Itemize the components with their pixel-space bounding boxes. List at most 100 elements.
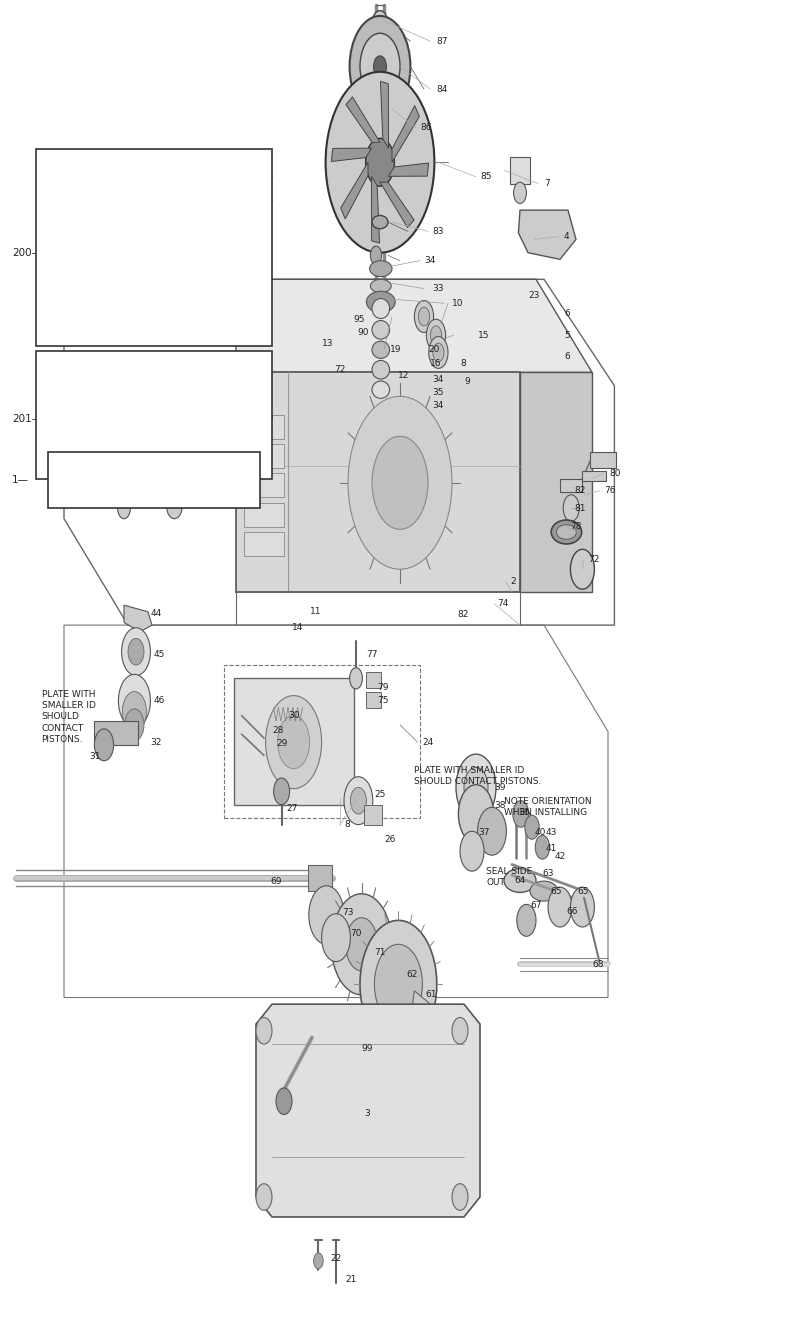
Circle shape (452, 1184, 468, 1210)
Text: 16: 16 (430, 359, 441, 367)
Circle shape (276, 1088, 292, 1115)
Text: #31: #31 (48, 419, 68, 428)
Text: 32: 32 (150, 738, 162, 746)
Bar (244, 415, 284, 439)
Circle shape (429, 336, 448, 368)
Circle shape (426, 319, 446, 351)
Text: 31: 31 (90, 753, 101, 761)
Circle shape (104, 472, 120, 499)
Text: 65: 65 (578, 887, 589, 895)
Circle shape (452, 1017, 468, 1044)
Ellipse shape (370, 279, 391, 293)
Text: 13: 13 (322, 339, 333, 347)
Text: 39: 39 (494, 783, 506, 791)
Bar (244, 503, 284, 527)
Text: 60: 60 (120, 458, 131, 466)
Text: #26: #26 (48, 259, 69, 269)
Text: SEAL SIDE
OUT: SEAL SIDE OUT (486, 867, 533, 887)
Circle shape (278, 716, 310, 769)
Polygon shape (236, 372, 520, 592)
Circle shape (118, 497, 130, 519)
Bar (36, 351, 272, 479)
Text: 99: 99 (362, 1044, 373, 1052)
Text: 78: 78 (570, 523, 582, 531)
Circle shape (548, 887, 572, 927)
Text: 200—: 200— (12, 247, 42, 258)
Text: 29: 29 (276, 739, 287, 747)
Polygon shape (380, 182, 414, 227)
Polygon shape (144, 386, 192, 419)
Polygon shape (518, 210, 576, 259)
Circle shape (514, 182, 526, 203)
Text: 41: 41 (546, 845, 557, 853)
Circle shape (256, 1184, 272, 1210)
Polygon shape (256, 1004, 480, 1217)
Circle shape (350, 787, 366, 814)
Text: 42: 42 (554, 853, 566, 861)
Bar (560, 479, 582, 492)
Text: K46F Repair Kit: K46F Repair Kit (108, 359, 200, 370)
Text: #99: #99 (166, 283, 186, 294)
Text: 58: 58 (62, 398, 74, 406)
Polygon shape (371, 177, 379, 243)
Ellipse shape (370, 261, 392, 277)
Text: 95: 95 (354, 315, 365, 323)
Circle shape (266, 696, 322, 789)
Text: 90: 90 (358, 329, 369, 336)
Circle shape (331, 894, 392, 995)
Polygon shape (392, 105, 419, 162)
Text: 69: 69 (270, 878, 282, 886)
Circle shape (570, 549, 594, 589)
Text: #200 - Seal Kit: #200 - Seal Kit (48, 432, 122, 442)
Text: 77: 77 (366, 650, 378, 658)
Text: 25: 25 (374, 790, 386, 798)
Circle shape (118, 674, 150, 728)
Text: 2: 2 (510, 577, 516, 585)
Text: 14: 14 (292, 624, 303, 632)
Text: 83: 83 (432, 227, 443, 235)
Text: NOTE ORIENTATION
WHEN INSTALLING: NOTE ORIENTATION WHEN INSTALLING (504, 797, 592, 817)
Ellipse shape (372, 360, 390, 379)
Text: 28: 28 (272, 726, 283, 734)
Circle shape (99, 444, 122, 481)
Text: 21: 21 (346, 1275, 357, 1283)
Circle shape (525, 815, 539, 839)
Text: 6: 6 (564, 310, 570, 318)
Ellipse shape (366, 291, 395, 313)
Text: 59: 59 (136, 489, 147, 497)
Polygon shape (341, 162, 368, 219)
Circle shape (377, 19, 383, 29)
Polygon shape (124, 605, 152, 632)
Bar (244, 444, 284, 468)
Bar (196, 428, 216, 448)
Circle shape (94, 729, 114, 761)
Text: 74: 74 (498, 600, 509, 608)
Text: 75: 75 (378, 697, 389, 705)
Text: Kit Includes: Kit Includes (126, 182, 182, 193)
Circle shape (464, 767, 488, 807)
Text: All parts may not be used.: All parts may not be used. (101, 463, 207, 472)
Circle shape (128, 638, 144, 665)
Text: 37: 37 (478, 829, 490, 837)
Circle shape (360, 920, 437, 1048)
Bar (244, 532, 284, 556)
Text: 62: 62 (406, 971, 418, 979)
Text: #24: #24 (48, 404, 69, 415)
Text: 86: 86 (420, 124, 431, 132)
Circle shape (274, 778, 290, 805)
Text: PLATE WITH
SMALLER ID
SHOULD
CONTACT
PISTONS.: PLATE WITH SMALLER ID SHOULD CONTACT PIS… (42, 690, 95, 743)
Circle shape (166, 492, 182, 519)
Text: #59: #59 (48, 309, 69, 318)
Text: #20: #20 (48, 234, 69, 245)
Text: 76: 76 (604, 487, 615, 495)
Circle shape (238, 415, 254, 442)
Bar (366, 692, 381, 708)
Text: 8: 8 (460, 359, 466, 367)
Text: 74: 74 (228, 452, 239, 460)
Text: 5: 5 (564, 331, 570, 339)
Circle shape (366, 138, 394, 186)
Circle shape (430, 326, 442, 344)
Text: 72: 72 (334, 366, 346, 374)
Bar (366, 672, 381, 688)
Text: 67: 67 (530, 902, 542, 910)
